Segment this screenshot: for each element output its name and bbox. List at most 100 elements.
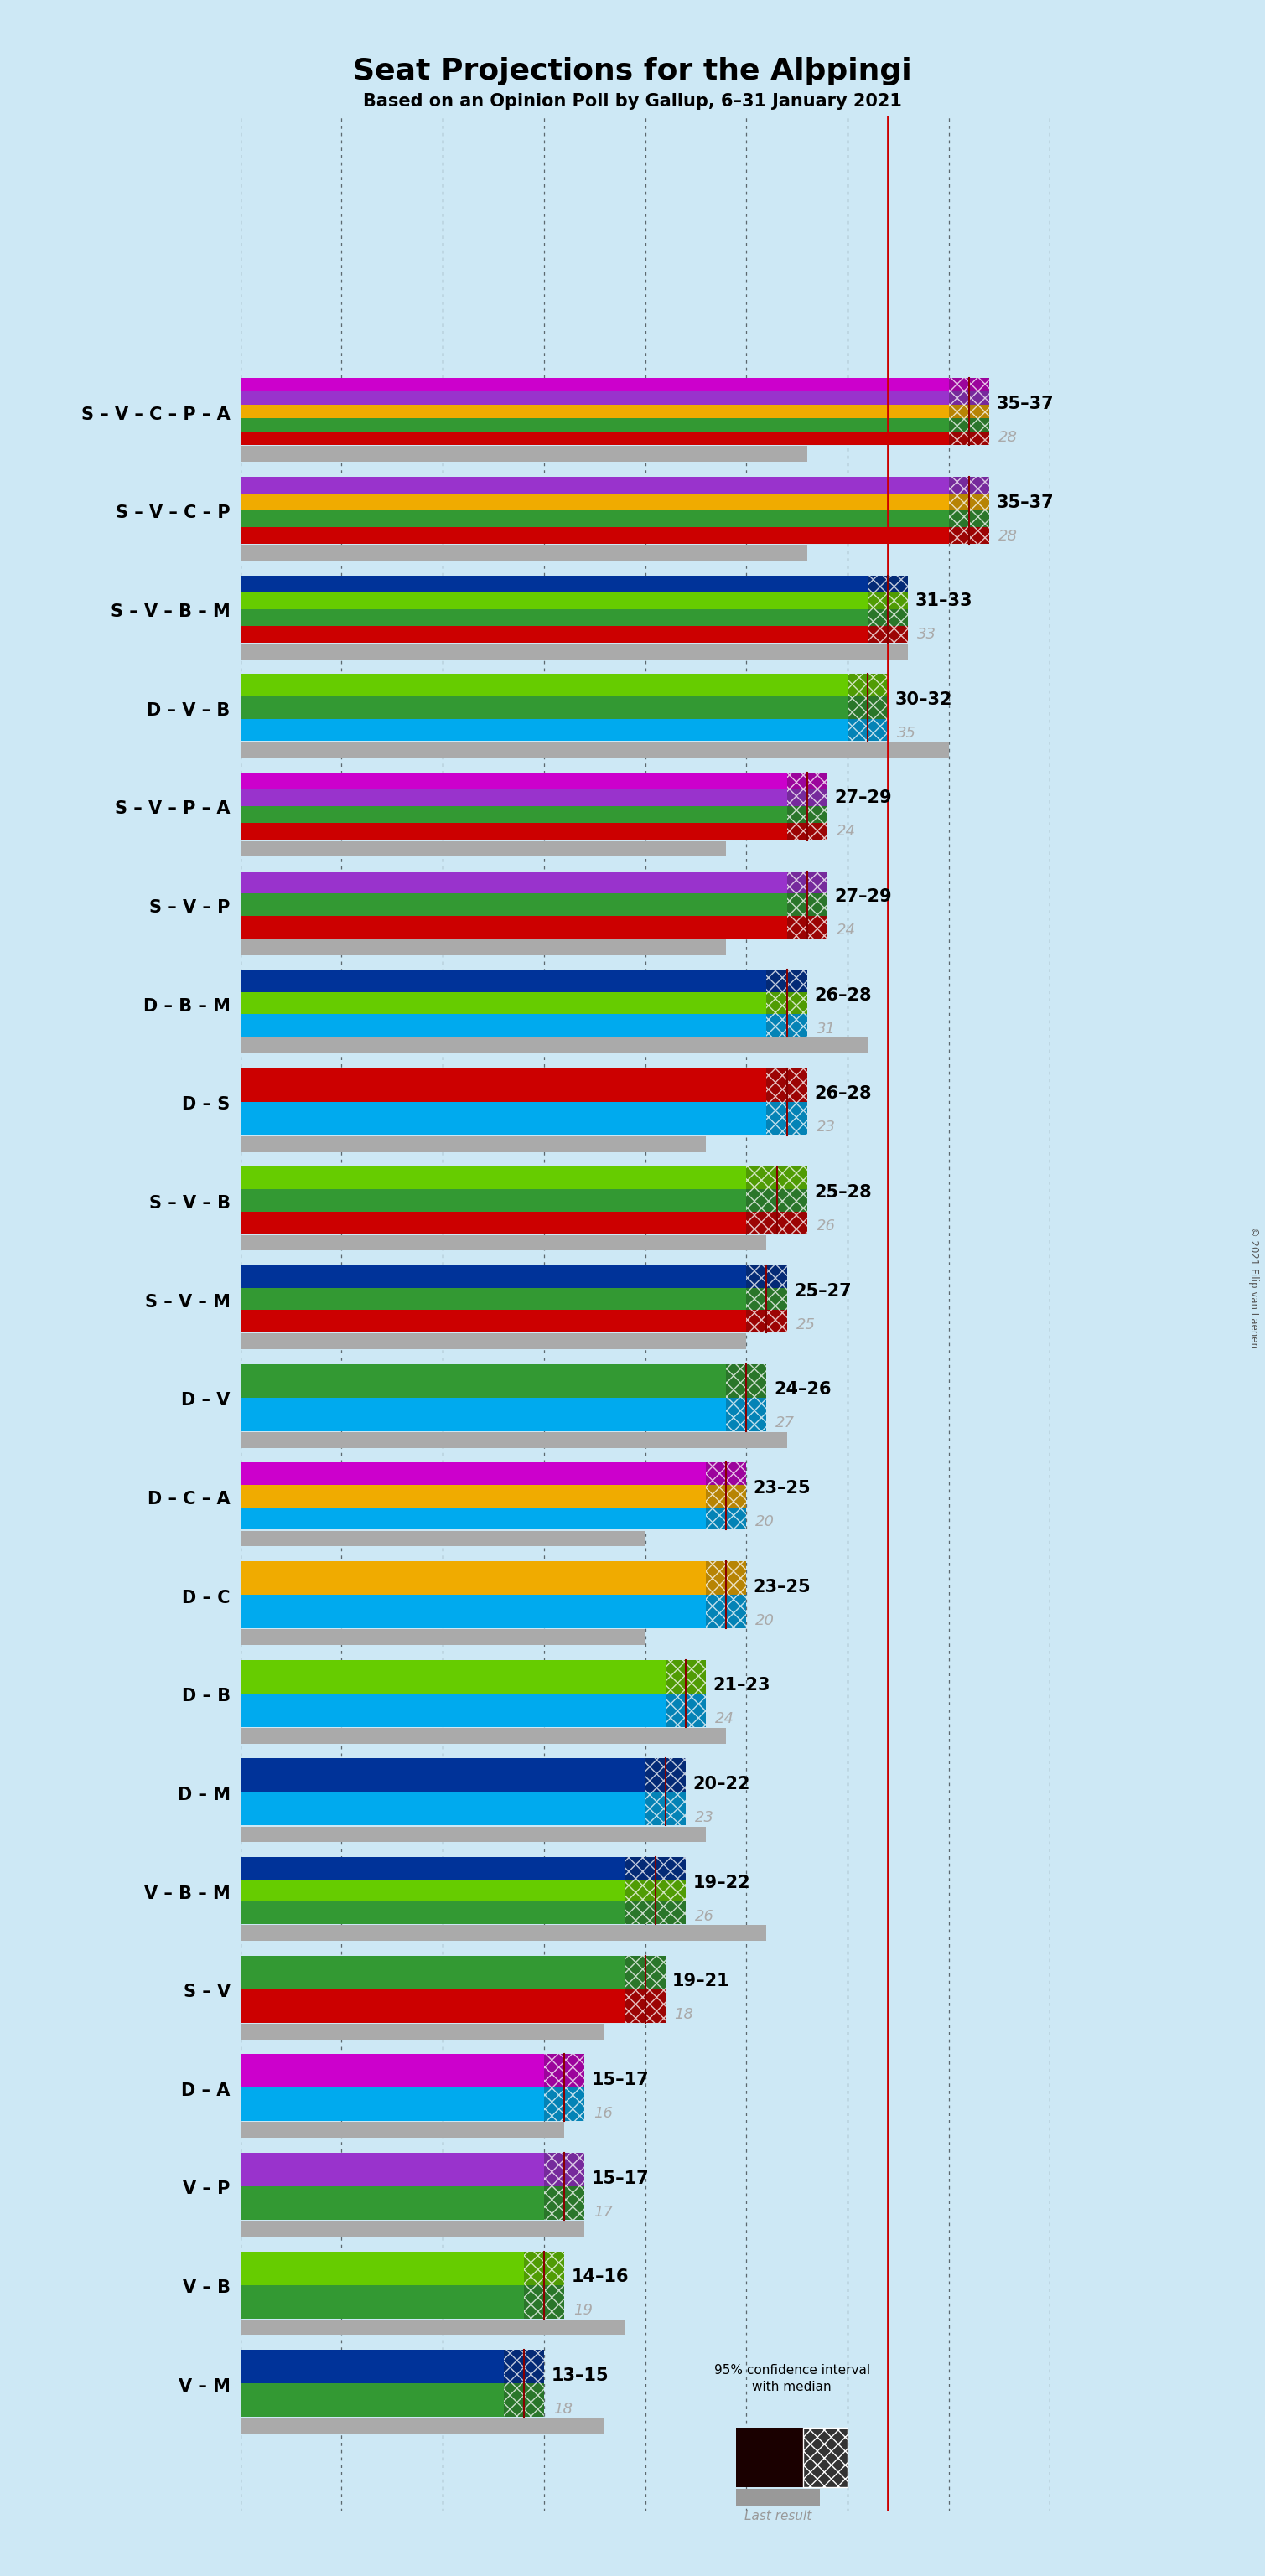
- Bar: [503, 2383, 544, 2416]
- Text: Last result: Last result: [744, 2509, 812, 2522]
- Bar: [240, 940, 726, 956]
- Bar: [240, 1857, 625, 1880]
- Text: 25: 25: [796, 1316, 815, 1332]
- Bar: [746, 1311, 787, 1332]
- Bar: [240, 2053, 544, 2087]
- Text: 24: 24: [715, 1710, 734, 1726]
- Text: 14–16: 14–16: [572, 2269, 629, 2285]
- Bar: [240, 1015, 767, 1036]
- Bar: [240, 626, 868, 641]
- Bar: [240, 379, 949, 392]
- Bar: [240, 1826, 706, 1842]
- Bar: [503, 2349, 544, 2383]
- Text: 35–37: 35–37: [997, 495, 1054, 510]
- Bar: [240, 742, 949, 757]
- Bar: [524, 2251, 564, 2285]
- Bar: [787, 822, 827, 840]
- Bar: [787, 773, 827, 788]
- Text: 35–37: 35–37: [997, 394, 1054, 412]
- Text: S – V – C – P – A: S – V – C – P – A: [81, 407, 230, 422]
- Bar: [240, 1880, 625, 1901]
- Text: S – V: S – V: [183, 1984, 230, 2002]
- Text: 23–25: 23–25: [754, 1579, 811, 1595]
- Bar: [240, 446, 807, 461]
- Text: D – C – A: D – C – A: [148, 1492, 230, 1507]
- Bar: [240, 1167, 746, 1190]
- Text: V – M: V – M: [178, 2378, 230, 2396]
- Text: D – V: D – V: [181, 1391, 230, 1409]
- Text: 23: 23: [694, 1811, 713, 1824]
- Bar: [949, 379, 989, 392]
- Bar: [767, 1103, 807, 1136]
- Bar: [706, 1484, 746, 1507]
- Bar: [949, 510, 989, 528]
- Bar: [787, 788, 827, 806]
- Bar: [706, 1463, 746, 1484]
- Bar: [625, 1989, 665, 2022]
- Bar: [240, 392, 949, 404]
- Bar: [746, 1190, 807, 1211]
- Bar: [240, 1759, 645, 1793]
- Bar: [746, 1167, 807, 1190]
- Bar: [949, 404, 989, 417]
- Bar: [240, 544, 807, 562]
- Text: 23: 23: [816, 1121, 835, 1136]
- Bar: [868, 574, 908, 592]
- Text: Seat Projections for the Alþpingi: Seat Projections for the Alþpingi: [353, 57, 912, 85]
- Text: D – S: D – S: [182, 1097, 230, 1113]
- Bar: [726, 1399, 767, 1432]
- Bar: [240, 1901, 625, 1924]
- Bar: [240, 2154, 544, 2187]
- Text: 35: 35: [897, 726, 916, 742]
- Text: 13–15: 13–15: [552, 2367, 608, 2383]
- Text: Based on an Opinion Poll by Gallup, 6–31 January 2021: Based on an Opinion Poll by Gallup, 6–31…: [363, 93, 902, 111]
- Text: 31–33: 31–33: [916, 592, 973, 611]
- Text: 28: 28: [998, 430, 1017, 446]
- Bar: [240, 417, 949, 433]
- Text: 24: 24: [836, 922, 855, 938]
- Text: 27–29: 27–29: [835, 889, 892, 904]
- Bar: [949, 379, 989, 392]
- Text: 23–25: 23–25: [754, 1479, 811, 1497]
- Bar: [949, 528, 989, 544]
- Bar: [240, 2187, 544, 2221]
- Bar: [746, 1167, 807, 1190]
- Text: 25–28: 25–28: [815, 1185, 872, 1200]
- Bar: [706, 1507, 746, 1530]
- Bar: [726, 1399, 767, 1432]
- Bar: [544, 2087, 584, 2120]
- Bar: [544, 2087, 584, 2120]
- Bar: [544, 2187, 584, 2221]
- Bar: [240, 1507, 706, 1530]
- Text: 30–32: 30–32: [896, 690, 953, 708]
- Bar: [949, 495, 989, 510]
- Text: 25–27: 25–27: [794, 1283, 851, 1298]
- Text: 28: 28: [998, 528, 1017, 544]
- Text: V – B: V – B: [182, 2280, 230, 2295]
- Bar: [625, 1857, 686, 1880]
- Bar: [240, 644, 908, 659]
- Text: 27: 27: [775, 1417, 794, 1430]
- Bar: [645, 1793, 686, 1826]
- Bar: [240, 1234, 767, 1252]
- Bar: [787, 822, 827, 840]
- Bar: [868, 574, 908, 592]
- Bar: [746, 1288, 787, 1311]
- Text: 20: 20: [755, 1515, 774, 1530]
- Bar: [240, 1365, 726, 1399]
- Text: 19–22: 19–22: [693, 1875, 750, 1891]
- Bar: [787, 788, 827, 806]
- Bar: [240, 788, 787, 806]
- Bar: [240, 2251, 524, 2285]
- Text: D – B: D – B: [181, 1687, 230, 1705]
- Text: 18: 18: [553, 2401, 572, 2416]
- Bar: [949, 477, 989, 495]
- Text: 26–28: 26–28: [815, 1084, 872, 1103]
- Text: S – V – B – M: S – V – B – M: [110, 603, 230, 621]
- Text: 27–29: 27–29: [835, 791, 892, 806]
- Bar: [706, 1484, 746, 1507]
- Bar: [240, 2419, 605, 2434]
- Bar: [625, 1955, 665, 1989]
- Bar: [240, 2285, 524, 2318]
- Bar: [868, 592, 908, 608]
